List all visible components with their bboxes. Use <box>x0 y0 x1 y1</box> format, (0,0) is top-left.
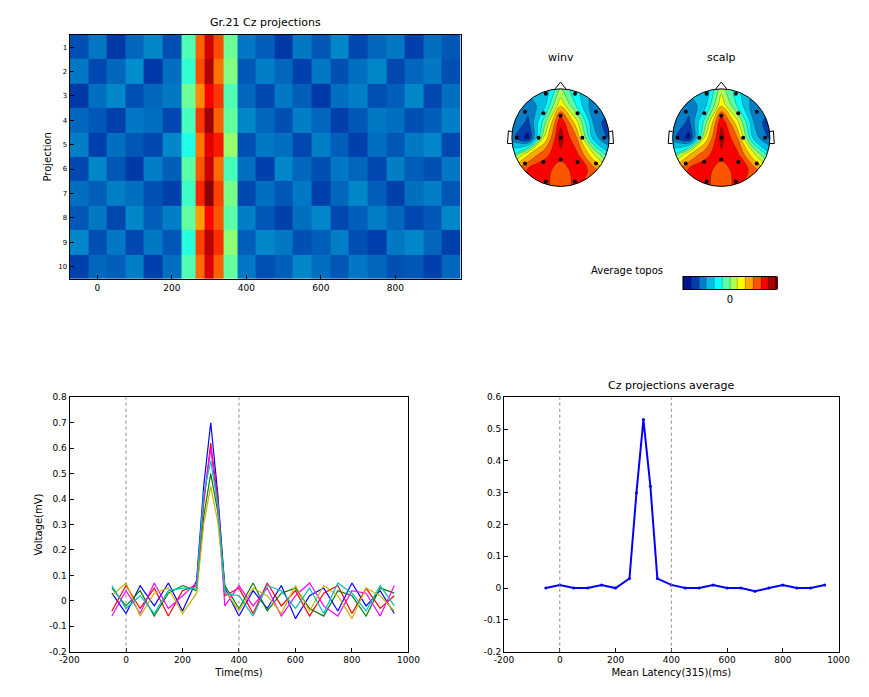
svg-text:400: 400 <box>230 655 247 665</box>
svg-text:0.7: 0.7 <box>52 418 66 428</box>
svg-text:2: 2 <box>63 68 67 76</box>
svg-text:0.2: 0.2 <box>52 545 66 555</box>
svg-text:1000: 1000 <box>827 655 850 665</box>
svg-text:800: 800 <box>343 655 360 665</box>
svg-text:800: 800 <box>774 655 791 665</box>
svg-text:0: 0 <box>727 294 733 305</box>
svg-text:1000: 1000 <box>397 655 420 665</box>
svg-text:400: 400 <box>238 283 255 293</box>
svg-text:7: 7 <box>63 190 67 198</box>
svg-text:0.3: 0.3 <box>52 520 66 530</box>
svg-text:0: 0 <box>61 596 67 606</box>
svg-text:0.5: 0.5 <box>487 424 501 434</box>
svg-text:0: 0 <box>557 655 563 665</box>
svg-text:0.8: 0.8 <box>52 392 67 402</box>
svg-text:-0.2: -0.2 <box>484 647 502 657</box>
svg-text:winv: winv <box>548 51 574 64</box>
svg-text:200: 200 <box>174 655 191 665</box>
svg-text:-200: -200 <box>494 655 515 665</box>
svg-text:200: 200 <box>163 283 180 293</box>
svg-text:-0.2: -0.2 <box>49 647 67 657</box>
svg-text:-0.1: -0.1 <box>49 621 67 631</box>
svg-text:5: 5 <box>63 141 67 149</box>
svg-text:600: 600 <box>312 283 329 293</box>
svg-text:Time(ms): Time(ms) <box>214 667 262 678</box>
svg-text:Average topos: Average topos <box>591 265 663 276</box>
svg-text:0.2: 0.2 <box>487 520 501 530</box>
svg-text:0: 0 <box>123 655 129 665</box>
svg-text:0: 0 <box>95 283 101 293</box>
svg-text:Cz projections average: Cz projections average <box>608 379 734 392</box>
svg-text:0.1: 0.1 <box>52 571 66 581</box>
svg-text:0.6: 0.6 <box>487 392 502 402</box>
svg-text:0.3: 0.3 <box>487 488 501 498</box>
svg-text:0.1: 0.1 <box>487 551 501 561</box>
svg-text:600: 600 <box>287 655 304 665</box>
svg-text:600: 600 <box>718 655 735 665</box>
svg-text:3: 3 <box>63 92 67 100</box>
svg-text:0.6: 0.6 <box>52 443 67 453</box>
svg-text:Mean Latency(315)(ms): Mean Latency(315)(ms) <box>611 667 731 678</box>
svg-text:9: 9 <box>63 239 67 247</box>
svg-text:Voltage(mV): Voltage(mV) <box>33 493 44 555</box>
svg-text:Gr.21 Cz projections: Gr.21 Cz projections <box>210 16 321 29</box>
svg-text:0.5: 0.5 <box>52 469 66 479</box>
svg-text:8: 8 <box>63 214 67 222</box>
svg-text:4: 4 <box>63 117 68 125</box>
svg-text:0: 0 <box>495 583 501 593</box>
svg-text:1: 1 <box>63 44 67 52</box>
svg-text:0.4: 0.4 <box>487 456 502 466</box>
svg-text:800: 800 <box>387 283 404 293</box>
svg-text:-0.1: -0.1 <box>484 615 502 625</box>
svg-text:200: 200 <box>607 655 624 665</box>
svg-text:Projection: Projection <box>42 132 53 181</box>
svg-text:400: 400 <box>663 655 680 665</box>
svg-text:-200: -200 <box>59 655 80 665</box>
svg-text:scalp: scalp <box>707 51 736 64</box>
svg-text:6: 6 <box>63 165 68 173</box>
svg-text:0.4: 0.4 <box>52 494 67 504</box>
svg-text:10: 10 <box>58 263 67 271</box>
